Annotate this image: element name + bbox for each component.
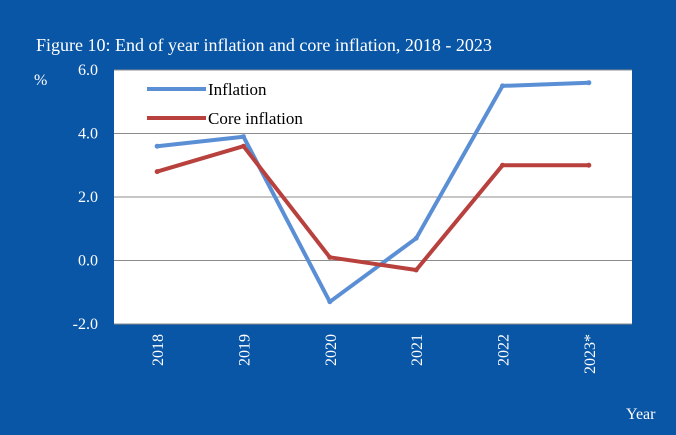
legend-label: Core inflation bbox=[208, 109, 303, 128]
x-tick-label: 2019 bbox=[237, 334, 254, 366]
y-tick-labels: 6.0 4.0 2.0 0.0 -2.0 bbox=[73, 62, 98, 333]
y-tick-label: -2.0 bbox=[73, 316, 98, 333]
data-point bbox=[413, 267, 419, 273]
data-point bbox=[327, 299, 333, 305]
data-point bbox=[500, 162, 505, 168]
x-axis-label: Year bbox=[626, 406, 656, 423]
grid-lines bbox=[114, 69, 632, 325]
data-point bbox=[327, 254, 333, 260]
legend: Inflation Core inflation bbox=[147, 80, 303, 128]
data-point bbox=[154, 169, 160, 175]
x-tick-labels: 2018 2019 2020 2021 2022 2023* bbox=[150, 334, 599, 374]
series-lines bbox=[154, 80, 592, 305]
x-tick-label: 2021 bbox=[409, 334, 426, 366]
data-point bbox=[586, 162, 592, 168]
data-point bbox=[154, 143, 160, 149]
x-tick-label: 2022 bbox=[496, 334, 513, 366]
x-tick-label: 2020 bbox=[323, 334, 340, 366]
series-line-1 bbox=[156, 144, 589, 272]
data-point bbox=[241, 143, 246, 149]
y-tick-label: 2.0 bbox=[78, 189, 98, 206]
y-tick-label: 6.0 bbox=[78, 62, 98, 79]
x-tick-label: 2023* bbox=[582, 334, 599, 374]
data-point bbox=[500, 83, 505, 89]
y-axis-label: % bbox=[34, 72, 47, 89]
chart-title: Figure 10: End of year inflation and cor… bbox=[36, 35, 492, 55]
y-tick-label: 4.0 bbox=[78, 126, 98, 143]
x-tick-label: 2018 bbox=[150, 334, 167, 366]
y-tick-label: 0.0 bbox=[78, 253, 98, 270]
data-point bbox=[586, 80, 592, 86]
legend-label: Inflation bbox=[208, 80, 267, 99]
data-point bbox=[241, 134, 246, 140]
data-point bbox=[413, 235, 419, 241]
series-line-0 bbox=[156, 80, 589, 304]
